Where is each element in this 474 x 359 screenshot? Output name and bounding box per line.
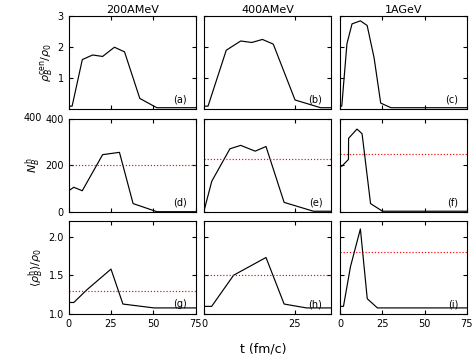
Title: 400AMeV: 400AMeV (241, 5, 294, 15)
Text: (b): (b) (309, 95, 322, 104)
Y-axis label: $\rho_B^{\rm cen}/\rho_0$: $\rho_B^{\rm cen}/\rho_0$ (38, 43, 55, 82)
Text: 400: 400 (24, 113, 42, 123)
Text: (a): (a) (173, 95, 187, 104)
Text: (d): (d) (173, 197, 187, 207)
Text: t (fm/c): t (fm/c) (240, 342, 286, 355)
Y-axis label: $\langle\rho_B^{\rm h}\rangle/\rho_0$: $\langle\rho_B^{\rm h}\rangle/\rho_0$ (26, 248, 46, 287)
Y-axis label: $N_B^{\rm h}$: $N_B^{\rm h}$ (23, 157, 43, 173)
Text: (h): (h) (309, 299, 322, 309)
Text: (e): (e) (309, 197, 322, 207)
Title: 200AMeV: 200AMeV (106, 5, 159, 15)
Text: (g): (g) (173, 299, 187, 309)
Text: (i): (i) (447, 299, 458, 309)
Title: 1AGeV: 1AGeV (385, 5, 422, 15)
Text: (f): (f) (447, 197, 458, 207)
Text: (c): (c) (445, 95, 458, 104)
